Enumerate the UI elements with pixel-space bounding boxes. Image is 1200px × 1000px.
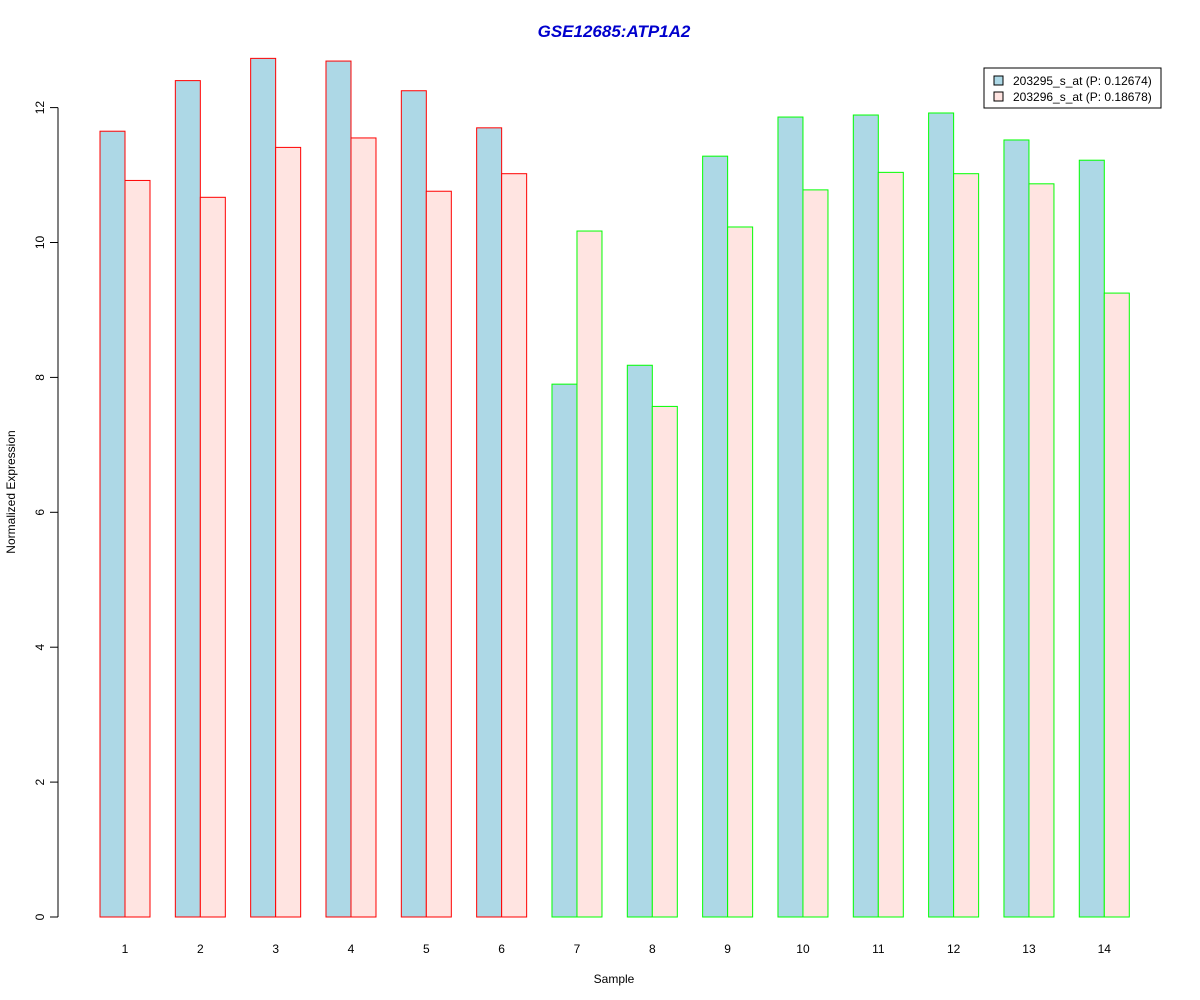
x-tick-label: 3: [272, 942, 279, 956]
y-tick-label: 2: [33, 778, 47, 785]
bar: [1003, 139, 1030, 918]
legend-box: [983, 67, 1162, 109]
y-axis-label: Normalized Expression: [4, 430, 18, 553]
bars: [99, 57, 1130, 918]
bar: [626, 364, 653, 918]
bar: [400, 90, 427, 918]
bar: [250, 57, 277, 918]
bar: [476, 127, 503, 918]
bar: [651, 405, 678, 918]
legend: 203295_s_at (P: 0.12674) 203296_s_at (P: …: [983, 67, 1162, 109]
bar: [877, 171, 904, 918]
legend-entry: 203296_s_at (P: 0.18678): [1013, 90, 1152, 104]
bar: [551, 383, 578, 918]
y-tick-label: 4: [33, 644, 47, 651]
y-tick-label: 12: [33, 101, 47, 115]
bar: [727, 226, 754, 918]
bar: [702, 155, 729, 918]
x-tick-label: 6: [498, 942, 505, 956]
x-tick-label: 14: [1098, 942, 1112, 956]
x-tick-label: 1: [122, 942, 129, 956]
x-tick-label: 4: [348, 942, 355, 956]
y-tick-label: 10: [33, 236, 47, 250]
legend-entry: 203295_s_at (P: 0.12674): [1013, 74, 1152, 88]
bar: [576, 230, 603, 918]
x-tick-label: 13: [1022, 942, 1036, 956]
y-tick-label: 6: [33, 509, 47, 516]
bar: [1028, 183, 1055, 918]
bar: [928, 112, 955, 918]
bar: [275, 146, 302, 918]
x-tick-label: 12: [947, 942, 961, 956]
bar: [325, 60, 352, 918]
x-tick-label: 10: [796, 942, 810, 956]
y-tick-label: 8: [33, 374, 47, 381]
bar: [1103, 292, 1130, 918]
legend-swatch: [993, 75, 1004, 86]
bar: [501, 173, 528, 918]
x-tick-label: 9: [724, 942, 731, 956]
bar: [199, 196, 226, 918]
bar: [802, 189, 829, 918]
x-tick-label: 5: [423, 942, 430, 956]
x-axis-label: Sample: [594, 972, 635, 986]
x-tick-labels: 1 2 3 4 5 6 7 8 9 10 11 12 13 14: [122, 942, 1112, 956]
y-axis: 0 2 4 6 8 10 12: [33, 101, 59, 920]
x-tick-label: 11: [872, 942, 885, 956]
legend-swatch: [993, 91, 1004, 102]
bar: [953, 173, 980, 918]
bar: [1078, 159, 1105, 918]
bar: [350, 137, 377, 918]
bar: [852, 114, 879, 918]
bar: [425, 190, 452, 918]
x-tick-label: 8: [649, 942, 656, 956]
bar: [124, 179, 151, 918]
bar: [777, 116, 804, 918]
chart-title: GSE12685:ATP1A2: [538, 22, 691, 41]
x-tick-label: 7: [574, 942, 581, 956]
bar: [174, 80, 201, 918]
bar: [99, 130, 126, 918]
x-tick-label: 2: [197, 942, 204, 956]
y-tick-label: 0: [33, 913, 47, 920]
